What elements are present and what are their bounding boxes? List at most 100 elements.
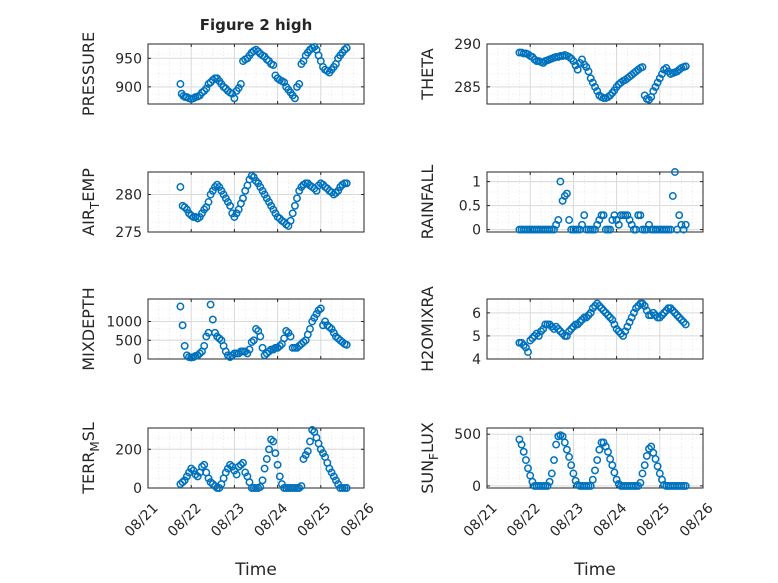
data-point: [176, 183, 185, 191]
data-point: [299, 455, 308, 463]
scatter-series: [176, 300, 351, 362]
data-point: [334, 480, 343, 489]
data-point: [280, 78, 289, 87]
axes-box: [147, 427, 365, 489]
data-point: [552, 440, 561, 449]
data-point: [612, 325, 621, 333]
data-point: [521, 456, 530, 465]
data-point: [277, 480, 286, 489]
data-point: [599, 306, 608, 315]
data-point: [206, 78, 215, 87]
data-point: [660, 308, 669, 317]
data-point: [306, 437, 314, 446]
data-point: [560, 438, 569, 447]
data-point: [524, 464, 532, 473]
data-point: [586, 308, 595, 317]
data-point: [670, 168, 679, 176]
data-point: [193, 351, 202, 360]
data-point: [545, 320, 554, 329]
data-point: [595, 445, 604, 454]
data-point: [530, 331, 539, 340]
data-point: [239, 458, 247, 467]
data-point: [221, 468, 230, 477]
data-point: [655, 74, 664, 83]
y-tick-label: 290: [454, 37, 481, 53]
data-point: [588, 78, 597, 87]
data-point: [193, 472, 202, 481]
data-point: [640, 301, 649, 310]
data-point: [286, 216, 295, 225]
data-point: [182, 205, 191, 214]
data-point: [595, 301, 604, 310]
data-point: [543, 481, 552, 490]
data-point: [567, 325, 576, 333]
data-point: [236, 80, 245, 88]
data-point: [290, 94, 299, 103]
data-point: [632, 304, 640, 313]
data-point: [582, 63, 591, 72]
data-point: [645, 444, 653, 453]
x-tick-label: 08/23: [208, 500, 248, 540]
scatter-series: [176, 171, 351, 230]
scatter-series: [176, 42, 351, 103]
data-point: [636, 478, 645, 487]
y-axis-label: AIRTEMP: [79, 168, 102, 236]
data-point: [260, 351, 269, 360]
data-point: [614, 220, 623, 229]
data-point: [591, 301, 599, 310]
data-point: [215, 484, 224, 492]
data-point: [319, 449, 327, 458]
x-tick-label: 08/24: [590, 500, 630, 540]
panel-terr-msl: 0 200 TERRMSL 08/21 08/22 08/23 08/24 08/25 08/2…: [79, 422, 378, 580]
data-point: [258, 343, 267, 352]
data-point: [545, 477, 554, 486]
data-point: [316, 445, 325, 454]
data-point: [295, 80, 304, 88]
data-point: [591, 82, 599, 91]
data-point: [588, 304, 597, 313]
scatter-series: [176, 425, 351, 492]
data-point: [180, 203, 189, 212]
data-point: [331, 332, 340, 341]
data-point: [586, 74, 595, 83]
y-tick-label: 500: [115, 333, 142, 349]
data-point: [206, 300, 215, 309]
data-point: [599, 438, 608, 447]
data-point: [651, 82, 660, 91]
data-point: [653, 462, 662, 471]
data-point: [198, 462, 206, 471]
data-point: [191, 470, 200, 479]
data-point: [608, 315, 617, 324]
data-point: [655, 313, 664, 322]
data-point: [195, 349, 204, 358]
y-tick-label: 0.5: [459, 199, 481, 215]
y-tick-label: 200: [115, 442, 142, 458]
panel-mixdepth: 0 500 1000 MIXDEPTH: [79, 287, 365, 371]
data-point: [204, 80, 213, 88]
data-point: [638, 299, 647, 308]
data-point: [565, 453, 574, 461]
data-point: [221, 347, 230, 356]
data-point: [260, 464, 269, 473]
x-axis-label: Time: [234, 560, 277, 580]
data-point: [681, 62, 690, 71]
x-tick-label: 08/25: [295, 500, 335, 540]
y-tick-label: 6: [472, 306, 481, 322]
data-point: [262, 349, 271, 358]
data-point: [265, 445, 273, 454]
data-point: [340, 45, 349, 54]
scatter-series: [515, 431, 690, 490]
data-point: [262, 455, 271, 463]
data-point: [584, 67, 593, 76]
data-point: [176, 480, 185, 489]
data-point: [599, 211, 608, 220]
panel-h2omixra: 4 5 6 H2OMIXRA: [418, 286, 704, 372]
data-point: [215, 183, 224, 191]
data-point: [651, 455, 660, 463]
axes-box: [147, 171, 365, 233]
data-point: [265, 347, 273, 356]
data-point: [306, 325, 314, 333]
data-point: [588, 475, 597, 484]
